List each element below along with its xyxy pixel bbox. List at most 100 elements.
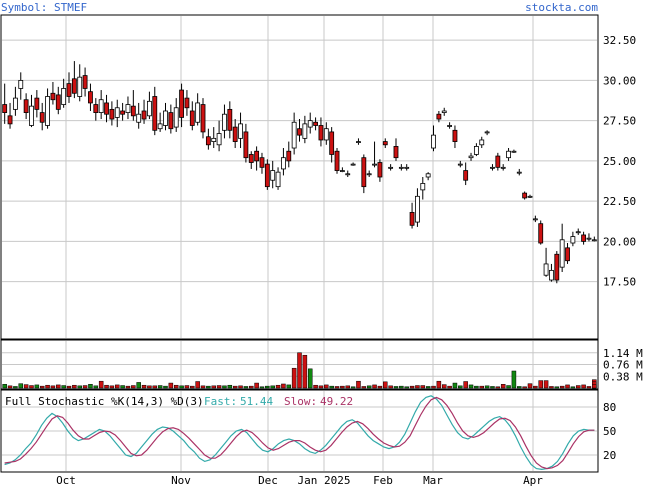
slow-label: Slow:	[284, 395, 317, 408]
candle-body	[339, 170, 345, 172]
volume-bar	[506, 385, 511, 389]
volume-bar	[297, 352, 302, 389]
volume-bar	[436, 380, 442, 389]
volume-bar	[18, 383, 24, 389]
candle-body	[168, 112, 174, 130]
candle-body	[361, 157, 367, 188]
site-label[interactable]: stockta.com	[525, 1, 598, 14]
volume-bar	[581, 384, 586, 389]
candle-body	[29, 105, 34, 126]
candle-body	[420, 183, 426, 191]
volume-bar	[93, 385, 99, 389]
candle-body	[431, 134, 436, 149]
volume-bar	[109, 385, 115, 389]
stochastic-title: Full Stochastic %K(14,3) %D(3)	[5, 395, 204, 408]
volume-bar	[147, 385, 152, 389]
volume-bar	[431, 385, 436, 389]
candle-body	[463, 170, 469, 181]
volume-bar	[511, 370, 517, 389]
price-tick-label: 32.50	[603, 34, 636, 47]
x-axis-labels: Oct Nov Dec Jan 2025 Feb Mar Apr	[56, 474, 543, 486]
x-tick-label: Mar	[423, 474, 443, 486]
stochastic-tick-label: 50	[603, 425, 616, 438]
candle-body	[120, 110, 126, 115]
volume-bar	[39, 385, 45, 389]
candle-body	[506, 150, 511, 159]
volume-bar	[543, 380, 549, 389]
candle-body	[581, 234, 587, 242]
x-tick-label: Oct	[56, 474, 76, 486]
volume-bar	[168, 382, 174, 389]
candle-body	[554, 253, 560, 281]
price-panel	[0, 14, 599, 340]
candle-body	[281, 157, 286, 170]
candle-body	[382, 141, 388, 146]
candle-body	[104, 102, 109, 115]
candle-body	[71, 78, 77, 94]
candle-body	[559, 239, 565, 268]
candle-body	[441, 110, 447, 113]
volume-bar	[173, 384, 179, 389]
x-tick-label: Jan 2025	[298, 474, 351, 486]
candle-body	[479, 139, 485, 146]
volume-bar	[61, 385, 66, 389]
candle-body	[329, 131, 335, 155]
volume-bar	[340, 385, 345, 389]
volume-bar	[29, 385, 34, 389]
candle-body	[345, 173, 351, 176]
candle-body	[264, 163, 270, 188]
volume-bar	[190, 385, 195, 389]
candle-body	[356, 141, 361, 143]
volume-bars	[2, 352, 597, 389]
x-tick-label: Feb	[373, 474, 393, 486]
volume-bar	[34, 384, 40, 389]
volume-tick-label: 1.14 M	[603, 347, 643, 360]
volume-bar	[484, 385, 490, 389]
slow-line	[4, 396, 595, 470]
price-tick-label: 30.00	[603, 74, 636, 87]
candle-body	[575, 231, 581, 234]
volume-bar	[136, 382, 141, 389]
volume-bar	[479, 385, 485, 389]
candle-body	[136, 113, 142, 123]
candle-body	[50, 92, 56, 101]
volume-bar	[318, 385, 324, 389]
volume-bar	[163, 385, 168, 389]
candle-body	[227, 108, 233, 131]
volume-bar	[345, 385, 351, 389]
candle-body	[243, 131, 249, 159]
volume-bar	[211, 385, 216, 389]
volume-bar	[554, 386, 560, 389]
candle-body	[130, 105, 136, 117]
candle-body	[152, 96, 158, 131]
stochastic-tick-label: 80	[603, 401, 616, 414]
candle-body	[232, 126, 238, 142]
volume-bar	[458, 385, 463, 389]
volume-bar	[302, 354, 308, 389]
volume-bar	[409, 385, 415, 389]
candle-body	[34, 97, 40, 110]
candle-body	[393, 146, 399, 159]
slow-value: 49.22	[320, 395, 353, 408]
candle-body	[195, 102, 201, 123]
candle-body	[473, 146, 479, 155]
volume-bar	[575, 385, 581, 389]
candle-body	[549, 269, 554, 281]
candle-body	[425, 173, 431, 178]
volume-bar	[179, 385, 184, 389]
volume-bar	[125, 385, 131, 389]
candle-body	[468, 155, 474, 159]
volume-bar	[372, 384, 377, 389]
volume-bar	[393, 386, 399, 389]
symbol-label: Symbol: STMEF	[1, 1, 87, 14]
volume-bar	[206, 385, 211, 389]
volume-bar	[361, 386, 367, 389]
candle-body	[18, 80, 24, 89]
volume-bar	[334, 386, 340, 389]
candle-body	[141, 110, 147, 120]
candle-body	[98, 99, 104, 114]
volume-bar	[259, 386, 265, 389]
volume-bar	[2, 384, 7, 389]
volume-bar	[350, 386, 356, 389]
volume-bar	[522, 386, 527, 389]
